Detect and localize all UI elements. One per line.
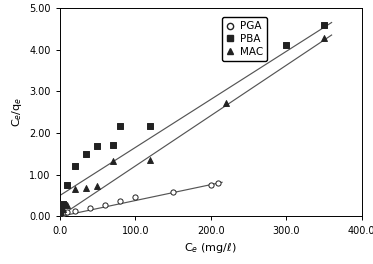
Point <box>147 158 153 162</box>
Point <box>64 183 70 187</box>
Point <box>58 207 64 211</box>
Point <box>87 206 93 210</box>
Point <box>58 210 64 214</box>
X-axis label: C$_e$ (mg/$\ell$): C$_e$ (mg/$\ell$) <box>185 241 237 255</box>
Point <box>72 187 78 191</box>
Point <box>64 210 70 214</box>
Point <box>170 190 176 194</box>
Point <box>94 184 100 188</box>
Point <box>83 152 89 156</box>
Point <box>57 210 63 214</box>
Point <box>72 163 78 168</box>
Point <box>132 195 138 199</box>
Y-axis label: C$_e$/q$_e$: C$_e$/q$_e$ <box>10 97 23 127</box>
Point <box>117 199 123 203</box>
Point <box>57 212 63 216</box>
Point <box>57 214 63 218</box>
Point <box>223 101 229 105</box>
Point <box>102 203 108 207</box>
Point <box>283 43 289 47</box>
Point <box>110 159 116 163</box>
Point <box>60 211 66 216</box>
Point <box>215 181 221 185</box>
Point <box>321 36 327 40</box>
Point <box>147 124 153 128</box>
Point <box>117 124 123 128</box>
Point <box>72 209 78 213</box>
Legend: PGA, PBA, MAC: PGA, PBA, MAC <box>222 17 267 61</box>
Point <box>83 186 89 190</box>
Point <box>60 207 66 211</box>
Point <box>110 143 116 147</box>
Point <box>57 214 63 218</box>
Point <box>59 212 65 216</box>
Point <box>208 183 214 187</box>
Point <box>60 202 66 206</box>
Point <box>321 22 327 27</box>
Point <box>64 203 70 207</box>
Point <box>94 144 100 149</box>
Point <box>58 213 64 217</box>
